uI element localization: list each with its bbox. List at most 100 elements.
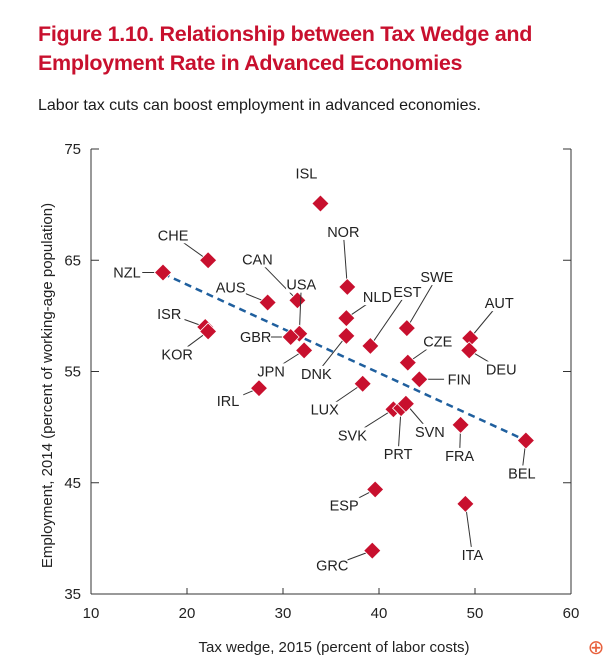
y-tick-label: 35: [64, 586, 81, 603]
point-label: BEL: [508, 466, 535, 482]
label-backing: [444, 371, 475, 388]
scatter-point: [361, 336, 380, 355]
point-lux: LUX: [309, 374, 372, 419]
point-ita: ITA: [456, 494, 488, 564]
label-backing: [328, 223, 359, 240]
scatter-point: [288, 291, 307, 310]
label-backing: [111, 264, 143, 281]
label-backing: [506, 465, 538, 482]
leader-line: [464, 503, 473, 555]
point-kor: KOR: [161, 322, 218, 363]
point-label: SWE: [420, 270, 453, 286]
point-usa: USA: [286, 276, 317, 343]
point-nld: NLD: [337, 289, 393, 328]
label-backing: [240, 329, 271, 346]
scatter-point: [396, 394, 415, 413]
scatter-point: [337, 326, 356, 345]
point-label: GRC: [316, 559, 348, 575]
leader-line: [342, 231, 348, 287]
point-nzl: NZL: [111, 263, 173, 282]
point-label: SVK: [338, 428, 367, 444]
x-tick-label: 30: [275, 605, 292, 622]
point-label: KOR: [161, 347, 192, 363]
x-tick-label: 50: [467, 605, 484, 622]
label-backing: [328, 497, 360, 514]
point-bel: BEL: [506, 431, 538, 482]
scatter-point: [199, 251, 218, 270]
y-tick-label: 75: [64, 141, 81, 158]
point-fra: FRA: [444, 415, 475, 465]
scatter-point: [353, 374, 372, 393]
point-label: ITA: [462, 548, 484, 564]
point-esp: ESP: [328, 480, 385, 514]
title-line-2: Employment Rate in Advanced Economies: [38, 51, 463, 75]
label-backing: [161, 346, 193, 363]
label-backing: [444, 447, 475, 464]
x-tick-label: 40: [371, 605, 388, 622]
scatter-point: [281, 327, 300, 347]
point-grc: GRC: [316, 541, 382, 575]
scatter-point: [311, 194, 330, 213]
y-axis-title: Employment, 2014 (percent of working-age…: [39, 203, 56, 568]
y-tick-label: 55: [64, 364, 81, 381]
point-jpn: JPN: [255, 341, 314, 380]
point-aus: AUS: [215, 279, 277, 312]
point-label: NLD: [363, 290, 392, 306]
label-backing: [483, 295, 515, 312]
x-axis-title: Tax wedge, 2015 (percent of labor costs): [199, 639, 470, 656]
label-backing: [317, 557, 348, 574]
point-svn: SVN: [396, 394, 446, 441]
label-backing: [153, 306, 185, 322]
point-label: JPN: [257, 364, 284, 380]
point-label: IRL: [217, 394, 240, 410]
y-tick-label: 45: [64, 475, 81, 492]
label-backing: [215, 279, 246, 296]
point-label: NOR: [327, 225, 359, 241]
label-backing: [414, 423, 446, 440]
scatter-point: [460, 341, 479, 360]
point-label: LUX: [311, 403, 340, 419]
label-backing: [255, 363, 287, 380]
point-label: CHE: [158, 228, 189, 244]
y-tick-label: 65: [64, 252, 81, 269]
point-est: EST: [361, 283, 423, 355]
label-backing: [301, 365, 332, 382]
label-backing: [309, 401, 340, 418]
point-label: FIN: [448, 372, 471, 388]
point-label: ISR: [157, 307, 181, 323]
scatter-point: [363, 541, 382, 560]
label-backing: [485, 361, 517, 378]
point-aut: AUT: [461, 295, 515, 348]
scatter-point: [451, 415, 470, 434]
point-label: USA: [286, 278, 316, 294]
label-backing: [157, 227, 189, 244]
scatter-point: [366, 480, 385, 499]
zoom-in-icon[interactable]: ⊕: [587, 637, 605, 659]
point-label: CZE: [423, 335, 452, 351]
point-fin: FIN: [410, 370, 475, 389]
point-che: CHE: [157, 227, 218, 270]
point-label: NZL: [113, 265, 140, 281]
point-dnk: DNK: [301, 326, 356, 383]
scatter-point: [397, 319, 416, 338]
scatter-point: [337, 309, 356, 328]
leader-line: [369, 291, 408, 347]
scatter-point: [456, 494, 475, 513]
point-label: GBR: [240, 330, 271, 346]
scatter-point: [295, 341, 314, 360]
scatter-point: [398, 353, 417, 372]
point-label: EST: [393, 285, 421, 301]
point-label: ISL: [296, 167, 318, 183]
scatter-point: [249, 379, 269, 398]
label-backing: [242, 251, 273, 268]
point-label: DNK: [301, 367, 332, 383]
label-backing: [421, 269, 453, 286]
label-backing: [422, 333, 454, 350]
point-nor: NOR: [327, 223, 359, 297]
label-backing: [286, 276, 317, 293]
point-label: CAN: [242, 252, 273, 268]
label-backing: [382, 446, 414, 463]
scatter-point: [516, 431, 535, 450]
x-tick-label: 20: [179, 605, 196, 622]
